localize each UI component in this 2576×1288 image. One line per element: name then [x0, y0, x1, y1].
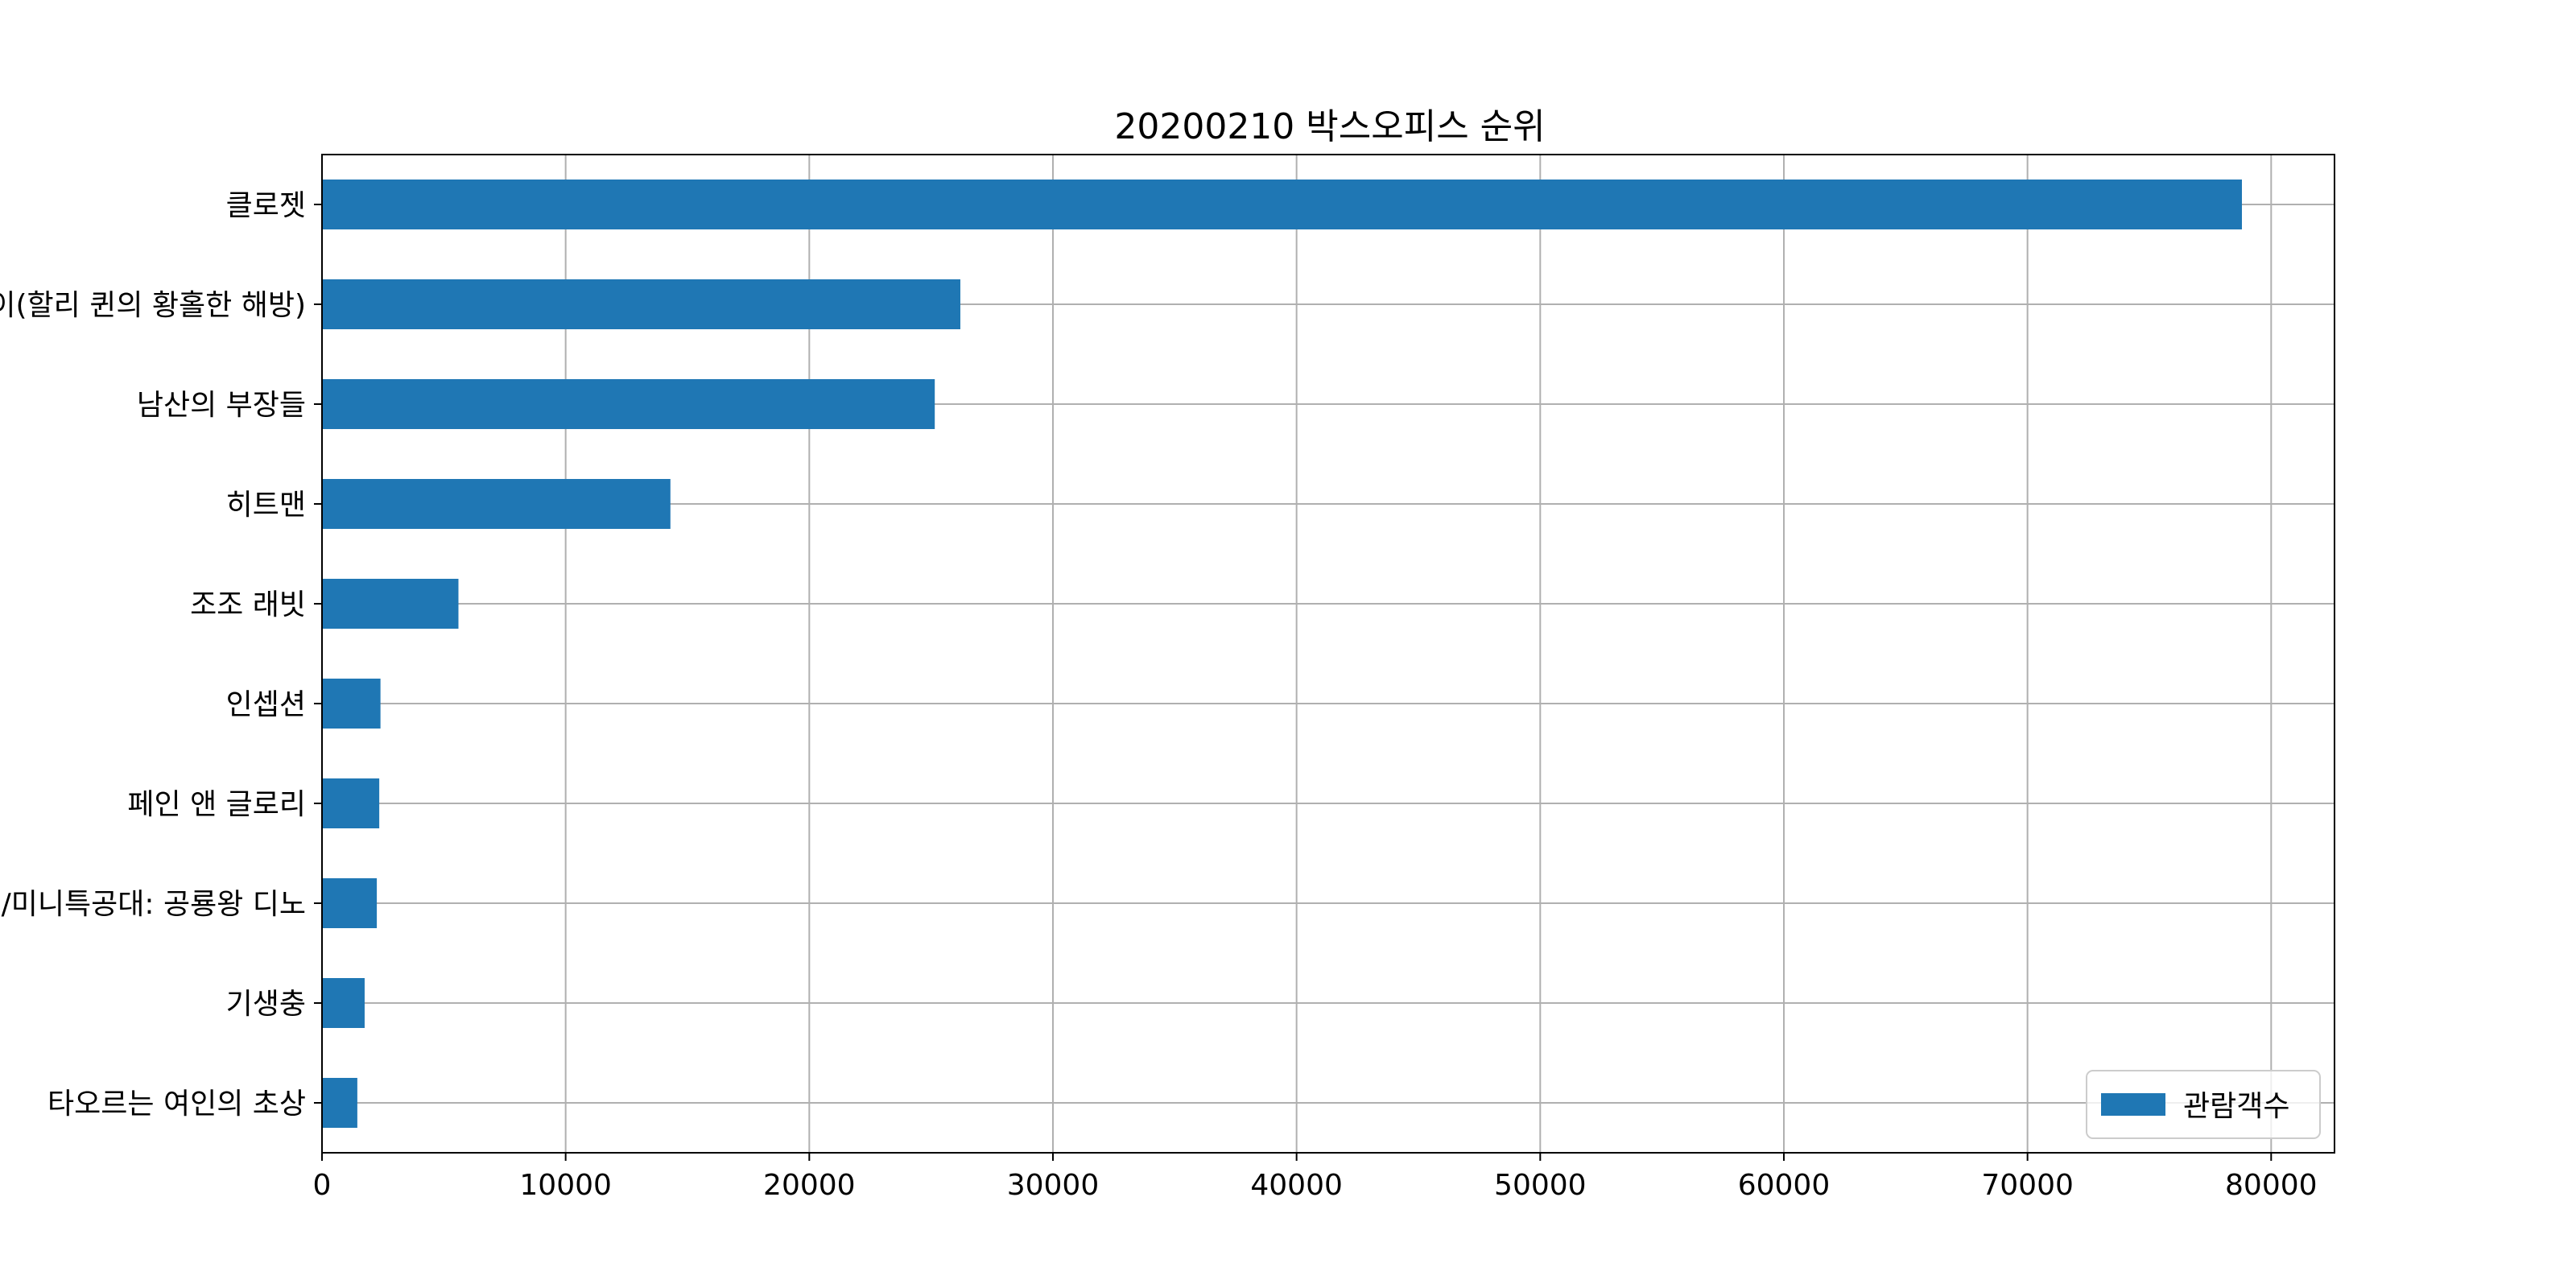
y-tick-label: 버즈 오브 프레이(할리 퀸의 황홀한 해방) [0, 289, 306, 322]
bars [322, 180, 2242, 1128]
bar [322, 778, 380, 828]
legend: 관람객수 [2086, 1070, 2321, 1139]
plot-frame [321, 154, 2335, 1154]
bar [322, 1078, 357, 1128]
x-tick-label: 80000 [2225, 1169, 2318, 1202]
bar [322, 379, 935, 429]
x-tick-label: 0 [313, 1169, 332, 1202]
legend-swatch [2101, 1093, 2165, 1116]
bar [322, 679, 381, 729]
x-tick-label: 40000 [1250, 1169, 1343, 1202]
bar [322, 978, 365, 1028]
y-tick-label: 클로젯 [226, 189, 306, 222]
y-tick-label: 기생충 [226, 988, 306, 1021]
x-tick-label: 60000 [1738, 1169, 1831, 1202]
legend-label: 관람객수 [2183, 1090, 2289, 1123]
y-tick-label: 인셉션 [226, 688, 306, 721]
y-tick-label: 극장판 공룡메카드: 타이니소어의 섬/뽀로로 극장판 보물섬 대모험/미니특공… [0, 888, 306, 921]
bar [322, 180, 2242, 229]
x-tick-label: 10000 [519, 1169, 612, 1202]
y-tick-label: 남산의 부장들 [137, 389, 306, 422]
bar [322, 878, 378, 928]
bar [322, 279, 960, 329]
y-tick-label: 조조 래빗 [190, 588, 306, 621]
x-tick-label: 20000 [763, 1169, 856, 1202]
x-axis-ticks: 0 10000 20000 30000 40000 50000 60000 70000 8000… [313, 1153, 2318, 1202]
y-tick-label: 타오르는 여인의 초상 [47, 1088, 306, 1121]
x-tick-label: 30000 [1007, 1169, 1100, 1202]
y-tick-label: 페인 앤 글로리 [127, 788, 306, 821]
chart-title: 20200210 박스오피스 순위 [1114, 106, 1545, 147]
y-tick-label: 히트맨 [226, 489, 306, 522]
bar [322, 579, 459, 629]
x-tick-label: 50000 [1494, 1169, 1587, 1202]
x-tick-label: 70000 [1981, 1169, 2074, 1202]
bar [322, 479, 671, 529]
legend-box [2086, 1070, 2321, 1139]
